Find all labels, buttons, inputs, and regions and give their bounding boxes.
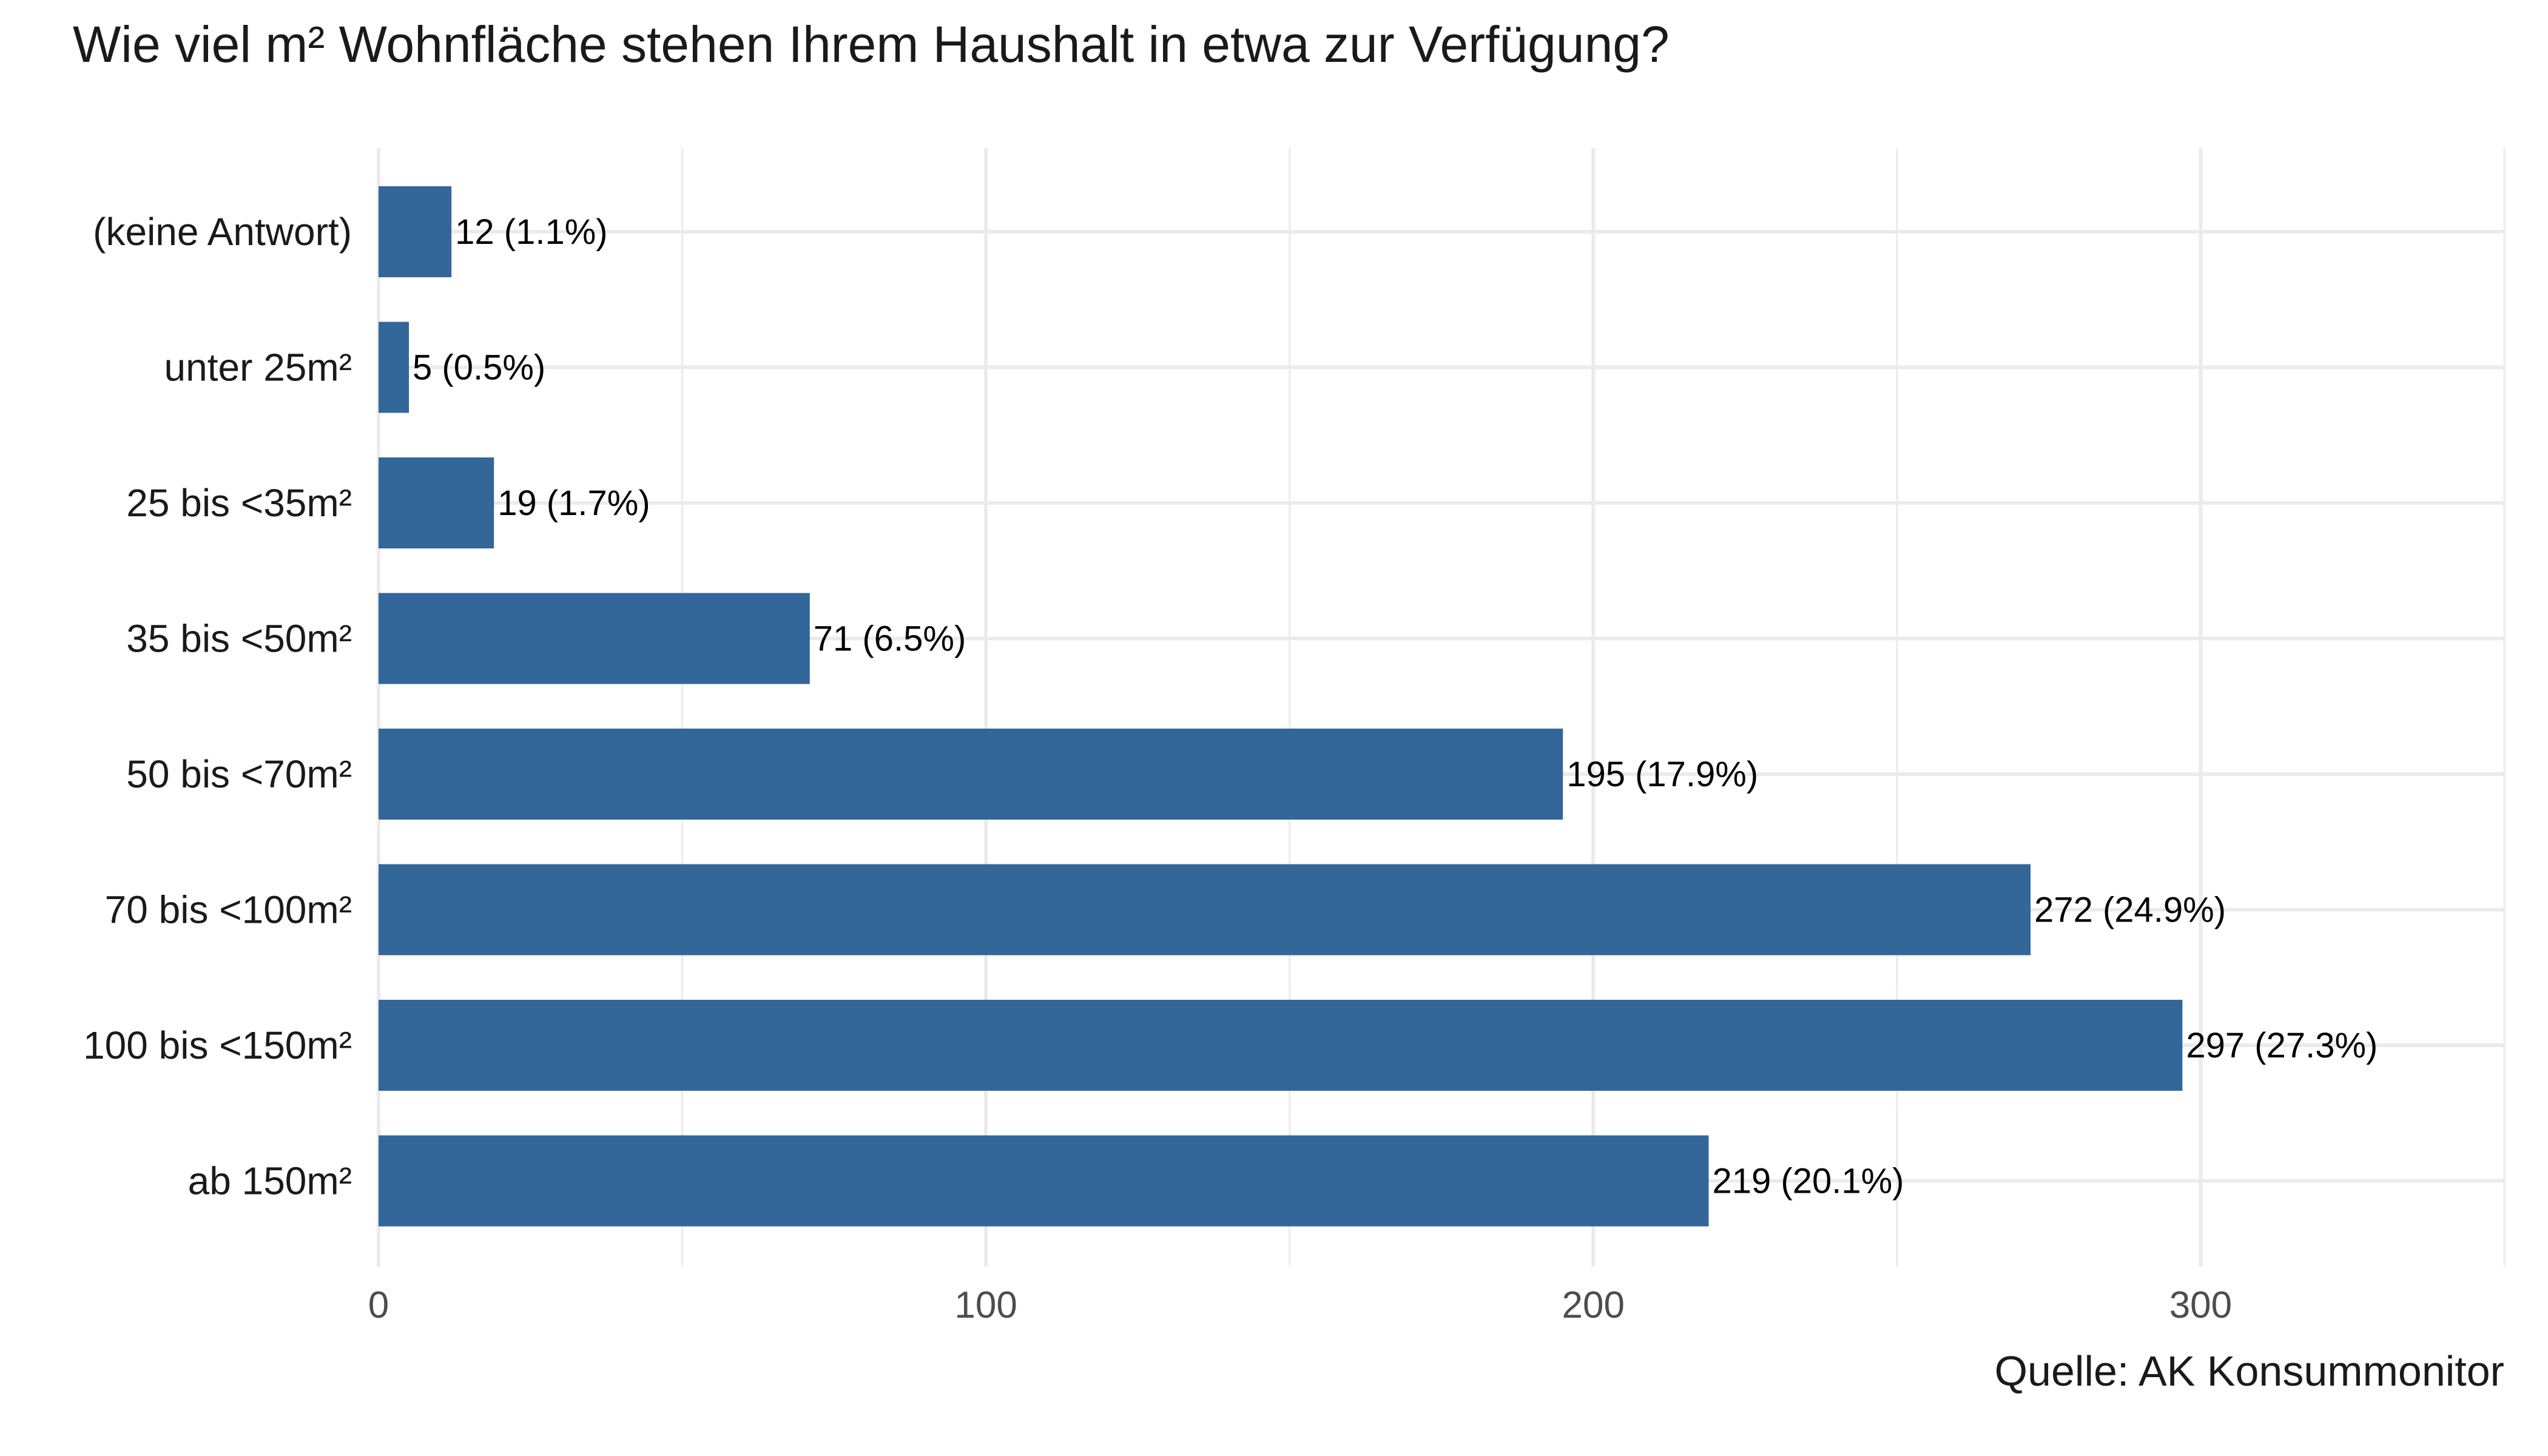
x-axis-tick-labels: 0 100 200 300 [368,1284,2232,1326]
bar-5 [379,864,2031,956]
category-labels: (keine Antwort) unter 25m² 25 bis <35m² 35 … [83,210,352,1203]
category-label-5: 70 bis <100m² [105,888,352,932]
data-label-7: 219 (20.1%) [1713,1162,1904,1201]
x-tick-label-0: 0 [368,1284,389,1326]
bar-7 [379,1135,1709,1227]
chart-title: Wie viel m² Wohnfläche stehen Ihrem Haus… [73,16,1670,73]
data-label-2: 19 (1.7%) [497,484,650,523]
category-label-1: unter 25m² [164,346,352,389]
category-label-7: ab 150m² [188,1159,352,1203]
bar-4 [379,729,1563,820]
bar-1 [379,322,410,413]
category-label-2: 25 bis <35m² [126,481,352,525]
data-label-5: 272 (24.9%) [2034,891,2226,930]
category-label-6: 100 bis <150m² [83,1023,352,1067]
data-label-4: 195 (17.9%) [1566,755,1758,794]
category-label-3: 35 bis <50m² [126,617,352,661]
data-labels: 12 (1.1%) 5 (0.5%) 19 (1.7%) 71 (6.5%) 195 (… [413,212,2378,1201]
grid-lines [377,148,2506,1267]
chart-caption: Quelle: AK Konsummonitor [1995,1347,2504,1395]
x-tick-label-300: 300 [2169,1284,2232,1326]
data-label-0: 12 (1.1%) [455,212,607,252]
bar-0 [379,186,452,277]
bars [379,186,2183,1227]
category-label-4: 50 bis <70m² [126,752,352,796]
category-label-0: (keine Antwort) [93,210,352,254]
bar-6 [379,1000,2183,1091]
bar-3 [379,593,810,684]
x-tick-label-100: 100 [954,1284,1017,1326]
data-label-6: 297 (27.3%) [2186,1026,2378,1065]
data-label-1: 5 (0.5%) [413,348,545,388]
x-tick-label-200: 200 [1562,1284,1625,1326]
bar-2 [379,457,494,548]
data-label-3: 71 (6.5%) [814,619,966,659]
